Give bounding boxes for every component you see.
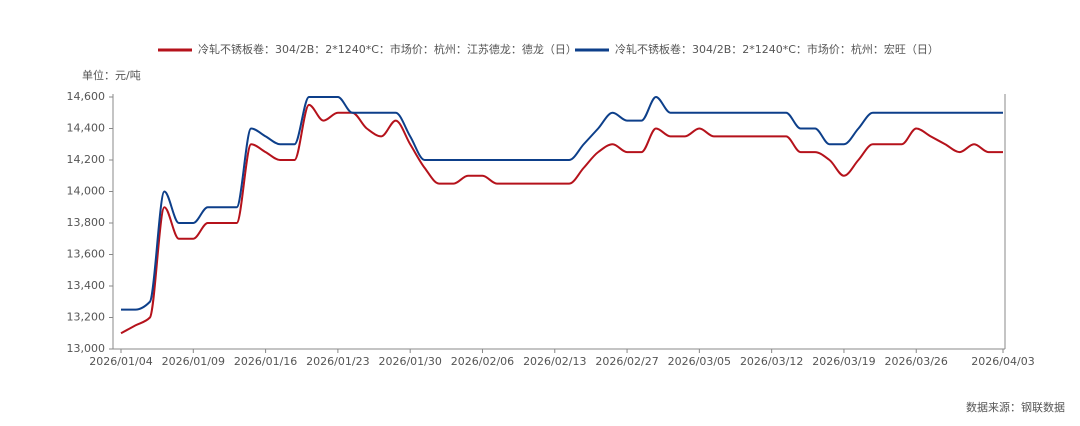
y-tick-label: 14,400 [67,122,106,135]
y-tick-label: 14,200 [67,153,106,166]
y-tick-label: 13,800 [67,216,106,229]
x-tick-label: 2026/01/09 [162,355,225,368]
x-tick-label: 2026/03/12 [740,355,803,368]
y-unit: 单位：元/吨 [82,68,141,82]
x-tick-label: 2026/02/13 [523,355,586,368]
y-tick-label: 14,600 [67,90,106,103]
x-tick-label: 2026/01/30 [378,355,441,368]
y-tick-label: 13,400 [67,279,106,292]
x-tick-label: 2026/03/05 [668,355,731,368]
y-tick-label: 13,600 [67,248,106,261]
x-tick-label: 2026/02/06 [451,355,514,368]
x-tick-label: 2026/03/19 [812,355,875,368]
legend-label: 冷轧不锈板卷：304/2B：2*1240*C：市场价：杭州：江苏德龙：德龙（日） [198,42,577,56]
x-tick-label: 2026/01/04 [89,355,152,368]
x-tick-label: 2026/01/16 [234,355,297,368]
y-tick-label: 13,200 [67,311,106,324]
x-tick-label: 2026/04/03 [971,355,1034,368]
x-tick-label: 2026/02/27 [595,355,658,368]
x-tick-label: 2026/03/26 [885,355,948,368]
legend-label: 冷轧不锈板卷：304/2B：2*1240*C：市场价：杭州：宏旺（日） [615,42,939,56]
y-tick-label: 13,000 [67,342,106,355]
line [121,95,1003,311]
y-tick-label: 14,000 [67,185,106,198]
source: 数据来源：钢联数据 [966,400,1065,414]
x-tick-label: 2026/01/23 [306,355,369,368]
line [120,103,1003,335]
